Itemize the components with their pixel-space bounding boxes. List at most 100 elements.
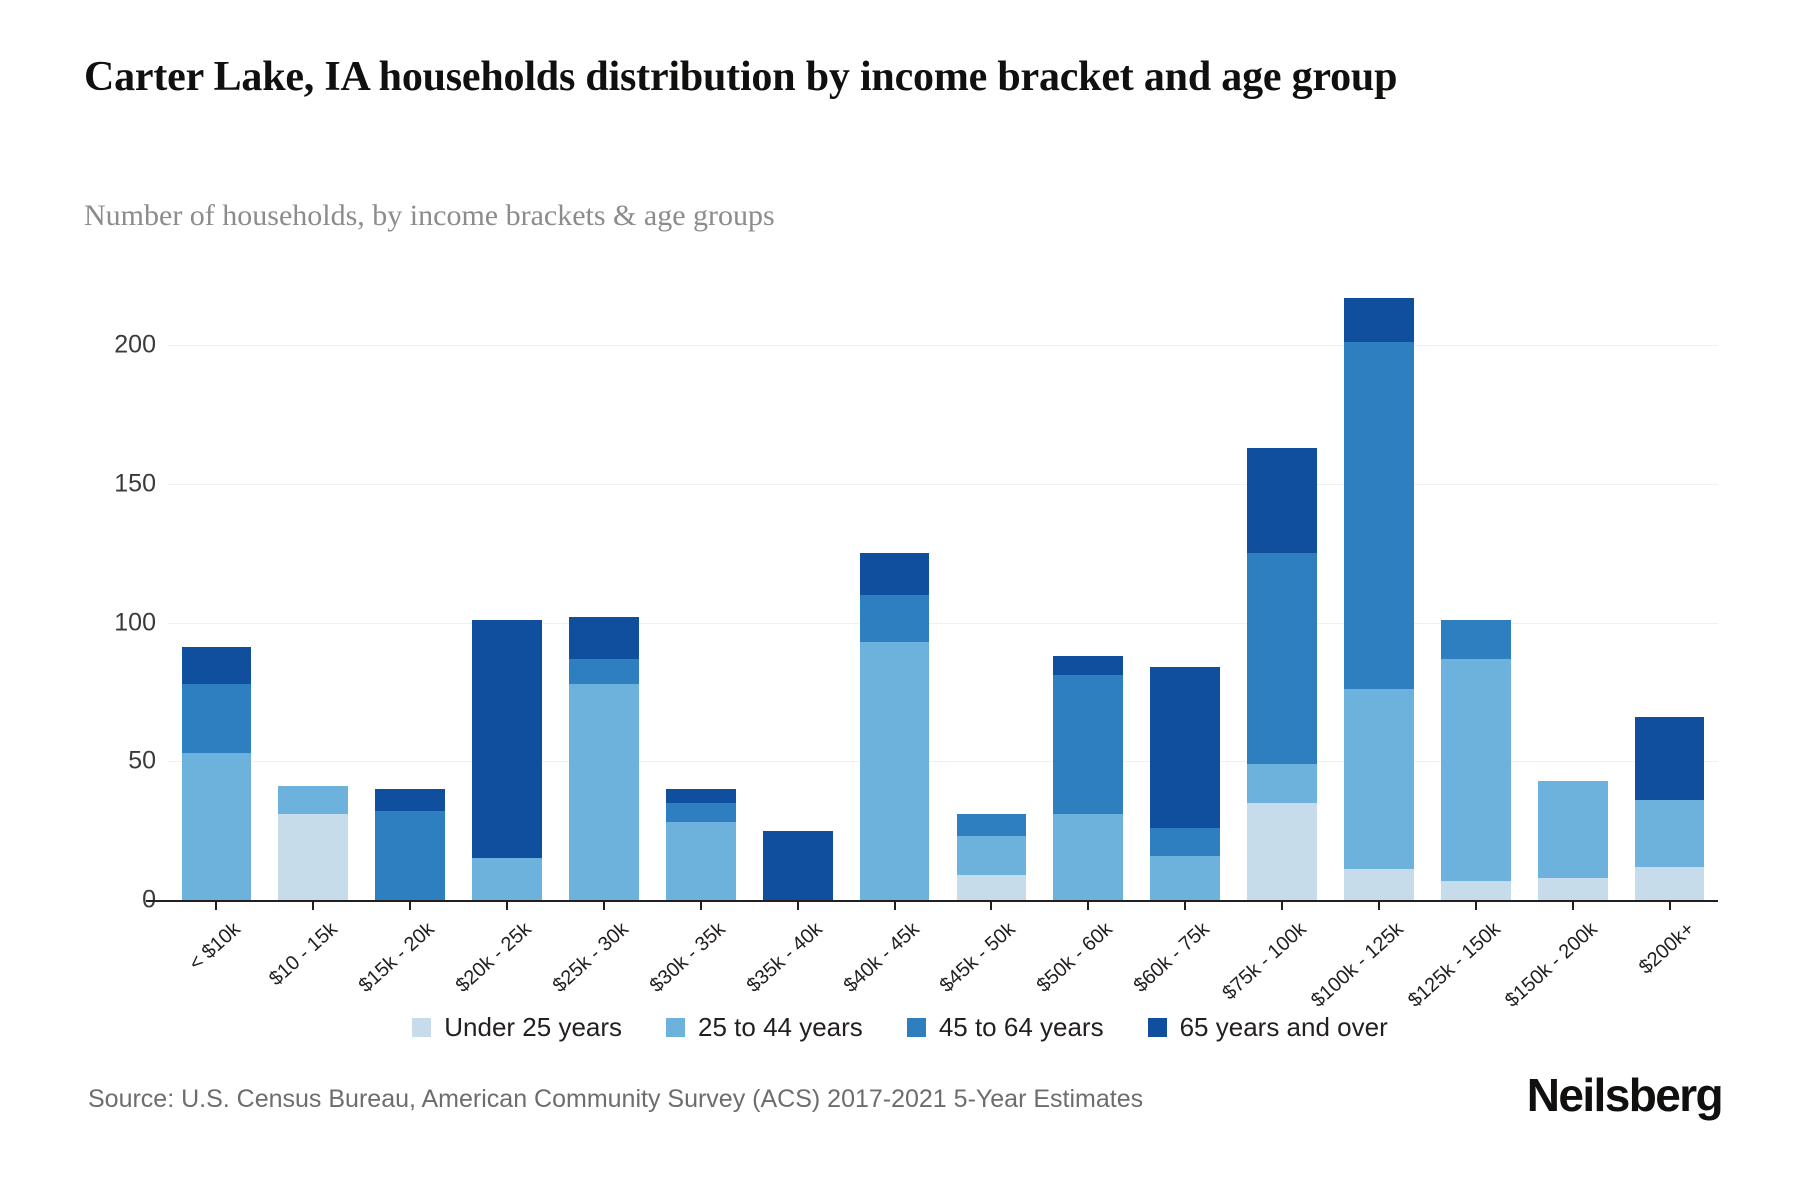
bar-segment[interactable] (1053, 655, 1124, 676)
bar-segment[interactable] (1537, 780, 1608, 878)
bar-segment[interactable] (278, 786, 349, 814)
bar-segment[interactable] (472, 858, 542, 900)
bar-segment[interactable] (569, 683, 639, 900)
bar-group[interactable] (278, 300, 349, 901)
brand-logo: Neilsberg (1526, 1069, 1724, 1121)
bar-segment[interactable] (956, 836, 1027, 876)
bar-segment[interactable] (375, 811, 446, 900)
chart-legend: Under 25 years 25 to 44 years 45 to 64 yea… (0, 1012, 1800, 1043)
bar-segment[interactable] (956, 875, 1027, 900)
bar-segment[interactable] (181, 752, 252, 900)
x-axis-tick-label: $10 - 15k (265, 918, 343, 991)
x-axis-tick-label: < $10k (185, 918, 246, 975)
legend-label: 45 to 64 years (938, 1012, 1104, 1042)
bar-group[interactable] (1053, 300, 1124, 901)
bar-segment[interactable] (278, 813, 349, 900)
x-axis-tick-label: $30k - 35k (645, 918, 730, 997)
legend-label: Under 25 years (444, 1012, 623, 1042)
bar-segment[interactable] (1247, 447, 1317, 554)
x-axis-tick-label: $45k - 50k (936, 918, 1021, 997)
x-axis-tick-label: $35k - 40k (742, 918, 827, 997)
gridline (168, 345, 1718, 346)
gridline (168, 761, 1718, 763)
bar-segment[interactable] (1247, 802, 1317, 900)
bar-segment[interactable] (1440, 658, 1511, 881)
bar-group[interactable] (181, 300, 252, 901)
y-axis-tick-label: 0 (36, 886, 156, 915)
x-axis-tick-label: $25k - 30k (548, 918, 633, 997)
legend-item[interactable]: 45 to 64 years (906, 1012, 1104, 1043)
legend-swatch-icon (1147, 1018, 1167, 1037)
bar-group[interactable] (665, 300, 736, 901)
bar-segment[interactable] (665, 802, 736, 823)
bar-segment[interactable] (1440, 880, 1511, 900)
bar-group[interactable] (569, 300, 639, 901)
legend-swatch-icon (412, 1018, 432, 1037)
bar-segment[interactable] (1537, 877, 1608, 900)
bar-segment[interactable] (1344, 689, 1414, 870)
x-axis-tick (1571, 901, 1574, 910)
gridline (168, 622, 1718, 624)
bar-segment[interactable] (1247, 553, 1317, 765)
bar-group[interactable] (1537, 300, 1608, 901)
x-axis-tick-label: $50k - 60k (1032, 918, 1118, 997)
bar-segment[interactable] (1053, 813, 1124, 900)
x-axis-line (146, 900, 1718, 902)
bar-segment[interactable] (472, 619, 542, 859)
bar-segment[interactable] (1150, 855, 1221, 900)
legend-item[interactable]: 25 to 44 years (666, 1012, 863, 1043)
bar-segment[interactable] (1247, 764, 1317, 803)
x-axis-tick (1281, 901, 1284, 910)
bar-group[interactable] (1247, 300, 1317, 901)
bar-segment[interactable] (1344, 297, 1414, 343)
bar-segment[interactable] (665, 789, 736, 803)
bar-segment[interactable] (1634, 866, 1705, 900)
legend-item[interactable]: Under 25 years (412, 1012, 622, 1043)
x-axis-tick-label: $125k - 150k (1403, 918, 1505, 1012)
bar-segment[interactable] (569, 616, 639, 659)
legend-swatch-icon (666, 1018, 686, 1037)
bar-segment[interactable] (1344, 342, 1414, 690)
bar-group[interactable] (472, 300, 542, 901)
bar-group[interactable] (956, 300, 1027, 901)
page-title: Carter Lake, IA households distribution … (84, 54, 1398, 100)
gridline (168, 483, 1718, 485)
x-axis-tick (1377, 901, 1380, 910)
bar-group[interactable] (375, 300, 446, 901)
legend-item[interactable]: 65 years and over (1147, 1012, 1388, 1043)
bar-segment[interactable] (1634, 800, 1705, 867)
bar-segment[interactable] (1150, 666, 1221, 828)
bar-group[interactable] (1634, 300, 1705, 901)
bar-segment[interactable] (181, 683, 252, 753)
bar-segment[interactable] (569, 658, 639, 684)
x-axis-tick (1087, 901, 1090, 910)
bar-segment[interactable] (181, 647, 252, 684)
bar-group[interactable] (859, 300, 930, 901)
bar-segment[interactable] (665, 822, 736, 900)
bar-segment[interactable] (1634, 716, 1705, 801)
bar-segment[interactable] (1344, 869, 1414, 900)
bar-segment[interactable] (1150, 827, 1221, 856)
x-axis-tick-label: $100k - 125k (1306, 918, 1408, 1012)
bar-segment[interactable] (859, 594, 930, 642)
plot-area: 050100150200 < $10k$10 - 15k$15k - 20k$2… (114, 297, 1718, 1012)
bar-segment[interactable] (956, 813, 1027, 837)
x-axis-tick-label: $60k - 75k (1129, 918, 1214, 997)
bar-group[interactable] (762, 300, 833, 901)
bar-segment[interactable] (1440, 619, 1511, 659)
bar-segment[interactable] (375, 789, 446, 812)
bar-segment[interactable] (762, 830, 833, 900)
bar-segment[interactable] (859, 641, 930, 900)
bar-segment[interactable] (859, 553, 930, 595)
bar-group[interactable] (1344, 297, 1414, 901)
bar-series-container (168, 297, 1718, 901)
bar-group[interactable] (1150, 300, 1221, 901)
x-axis-tick (990, 901, 993, 910)
x-axis-tick (312, 901, 315, 910)
bar-segment[interactable] (1053, 675, 1124, 814)
x-axis-tick-label: $20k - 25k (451, 918, 536, 997)
bar-group[interactable] (1440, 300, 1511, 901)
legend-label: 65 years and over (1179, 1012, 1388, 1042)
x-axis-tick (796, 901, 799, 910)
